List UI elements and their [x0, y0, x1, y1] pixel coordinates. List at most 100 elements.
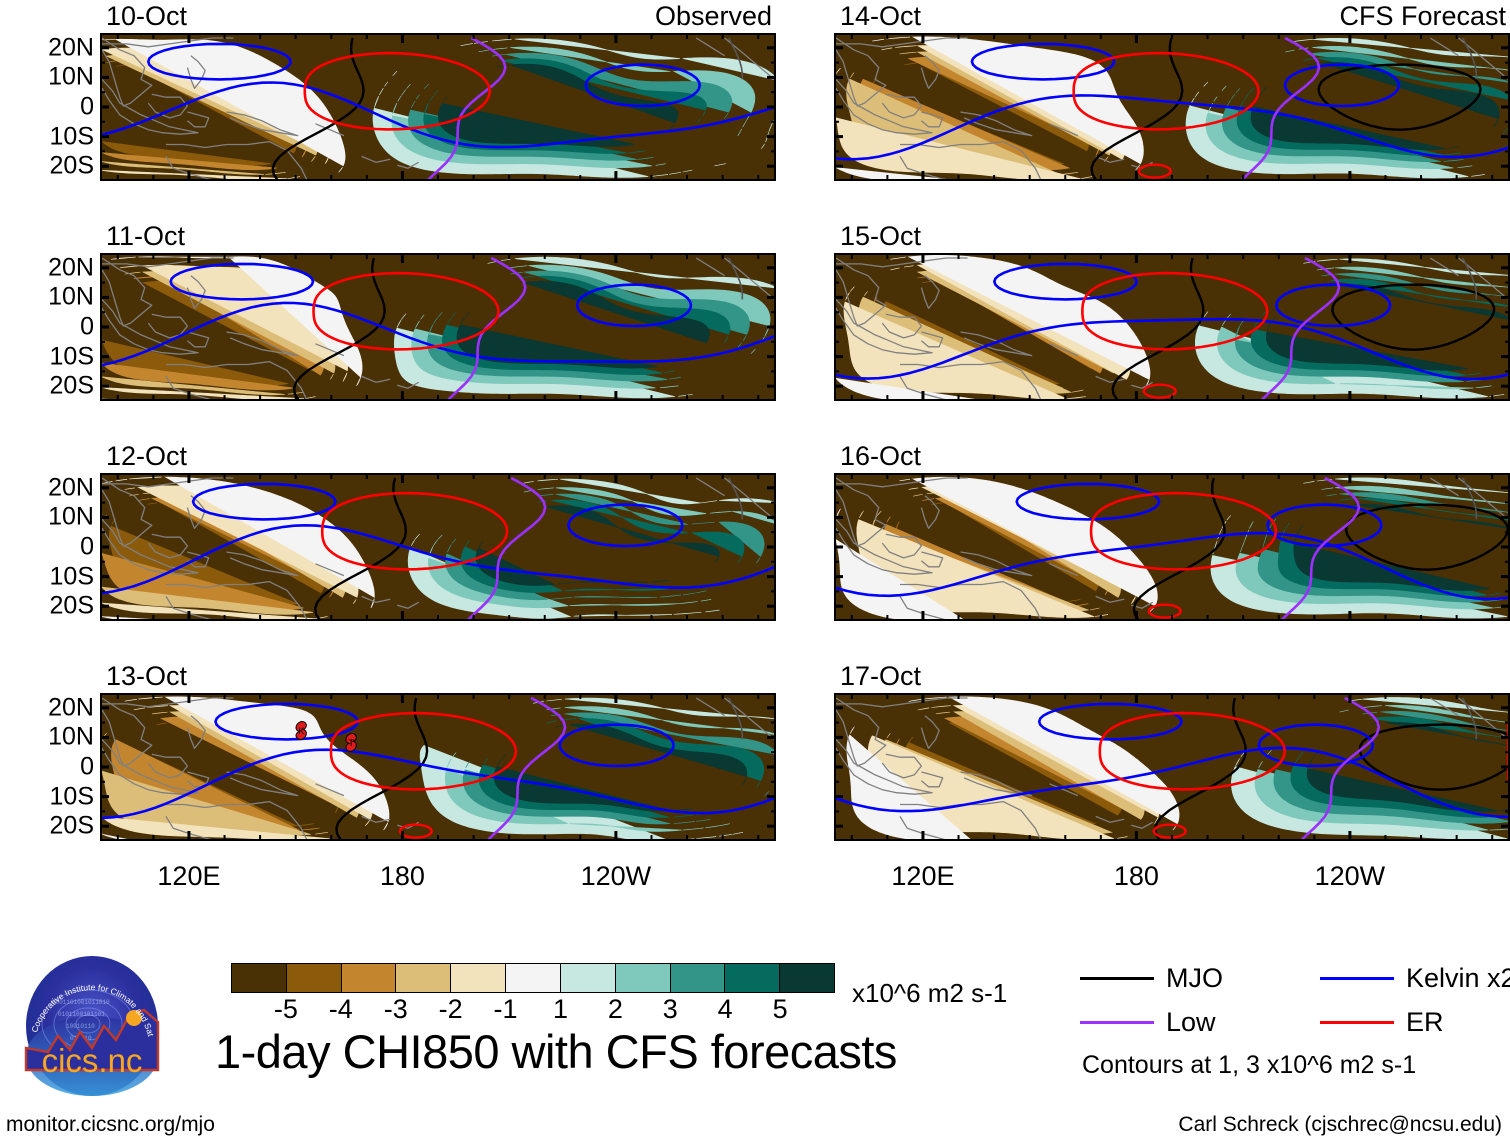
panel-date-label: 15-Oct [840, 221, 922, 251]
contour-kelvin [1015, 482, 1161, 521]
legend-entry-er: ER [1320, 1009, 1444, 1036]
legend-label: Low [1166, 1007, 1216, 1037]
contour-low [427, 36, 507, 179]
figure-title: 1-day CHI850 with CFS forecasts [215, 1025, 897, 1078]
y-tick-label: 10N [48, 722, 94, 751]
colorbar-swatch [286, 964, 342, 992]
y-tick-label: 20S [49, 151, 94, 180]
contour-kelvin [102, 81, 774, 149]
panel-plot-area [834, 253, 1510, 401]
legend-label: Kelvin x2 [1406, 963, 1510, 993]
y-tick-label: 0 [80, 312, 94, 341]
y-tick-label: 10S [49, 782, 94, 811]
legend-line-swatch [1320, 1021, 1394, 1024]
tropical-cyclone-symbol: T [345, 732, 357, 752]
colorbar-swatch [560, 964, 616, 992]
colorbar-swatches [231, 963, 835, 993]
y-tick-label: 0 [80, 92, 94, 121]
contour-kelvin [836, 317, 1508, 381]
contour-kelvin [836, 746, 1508, 819]
contour-mjo [727, 37, 744, 80]
contour-low [1280, 476, 1361, 619]
column-header-label: Observed [654, 1, 772, 31]
x-axis-labels-left: 120E 180 120W [100, 863, 776, 899]
contour-kelvin [102, 301, 774, 367]
contour-low [1300, 696, 1381, 839]
x-tick-label: 120E [157, 861, 221, 891]
sun-icon [126, 1010, 142, 1026]
y-axis-labels: 20N 10N 0 10S 20S [4, 693, 100, 841]
column-header-label: CFS Forecast [1339, 1, 1506, 31]
y-tick-label: 0 [80, 752, 94, 781]
contour-mjo [1461, 257, 1478, 300]
contour-kelvin [558, 723, 675, 768]
y-tick-label: 10N [48, 502, 94, 531]
panel-date-label: 14-Oct [840, 1, 922, 31]
colorbar-swatch [232, 964, 287, 992]
colorbar-swatch [341, 964, 397, 992]
colorbar-tick-label: -5 [273, 994, 298, 1024]
colorbar-tick-label: 5 [772, 994, 788, 1024]
cics-nc-logo: 1001101001011010 0101100101101 10010110 … [16, 944, 166, 1100]
contour-mjo [1461, 37, 1478, 80]
map-panel-13-oct: 13-Oct K T [100, 663, 776, 841]
y-tick-label: 20S [49, 811, 94, 840]
colorbar-tick-label: 1 [552, 994, 568, 1024]
contour-kelvin [584, 63, 701, 108]
panel-date-label: 10-Oct [106, 1, 188, 31]
colorbar-swatch [615, 964, 671, 992]
y-tick-label: 20N [48, 693, 94, 722]
coastlines [102, 257, 774, 399]
contour-er [1089, 491, 1278, 571]
x-tick-label: 180 [1113, 861, 1159, 891]
colorbar-tick-label: 4 [717, 994, 733, 1024]
contour-kelvin [169, 262, 315, 301]
contour-er [320, 491, 509, 571]
contour-mjo [727, 477, 744, 520]
contour-er [1081, 271, 1269, 351]
svg-text:10010110: 10010110 [66, 1023, 95, 1030]
contour-er [1152, 823, 1187, 839]
colorbar-swatch [396, 964, 452, 992]
y-tick-label: 20S [49, 371, 94, 400]
coastlines [102, 477, 774, 619]
x-axis-labels-right: 120E 180 120W [834, 863, 1510, 899]
panel-plot-area [834, 33, 1510, 181]
contour-kelvin [836, 531, 1508, 601]
y-tick-label: 20N [48, 33, 94, 62]
legend-label: ER [1406, 1007, 1444, 1037]
storm-label: K [298, 726, 304, 736]
x-tick-label: 120E [891, 861, 955, 891]
y-tick-label: 10N [48, 282, 94, 311]
contour-kelvin [1275, 283, 1392, 328]
contour-er [1137, 163, 1172, 179]
contour-mjo [727, 697, 744, 740]
contour-er [1098, 711, 1287, 791]
contour-er [329, 711, 518, 791]
contour-kelvin [1266, 503, 1383, 548]
legend-label: MJO [1166, 963, 1223, 993]
y-axis-labels: 20N 10N 0 10S 20S [4, 473, 100, 621]
contour-low [487, 696, 567, 839]
panel-plot-area [100, 473, 776, 621]
map-panel-16-oct: 16-Oct [834, 443, 1510, 621]
contour-kelvin [1037, 702, 1183, 741]
logo-wordmark: cics.nc [42, 1042, 143, 1079]
contour-kelvin [970, 42, 1116, 81]
legend-entry-mjo: MJO [1080, 965, 1223, 992]
contour-er [1142, 383, 1177, 399]
contour-mjo [1461, 697, 1478, 740]
colorbar-units-label: x10^6 m2 s-1 [852, 978, 1008, 1008]
colorbar-swatch [780, 964, 834, 992]
panel-date-label: 16-Oct [840, 441, 922, 471]
contour-er [1072, 51, 1260, 131]
panel-date-label: 11-Oct [106, 221, 186, 251]
colorbar-tick-label: -4 [328, 994, 353, 1024]
legend-line-swatch [1080, 977, 1154, 980]
contour-note: Contours at 1, 3 x10^6 m2 s-1 [1082, 1051, 1417, 1079]
contour-mjo [727, 257, 744, 300]
panel-date-label: 12-Oct [106, 441, 188, 471]
mountain-ridge [24, 1008, 160, 1072]
y-tick-label: 10S [49, 122, 94, 151]
contour-mjo [1111, 257, 1205, 399]
